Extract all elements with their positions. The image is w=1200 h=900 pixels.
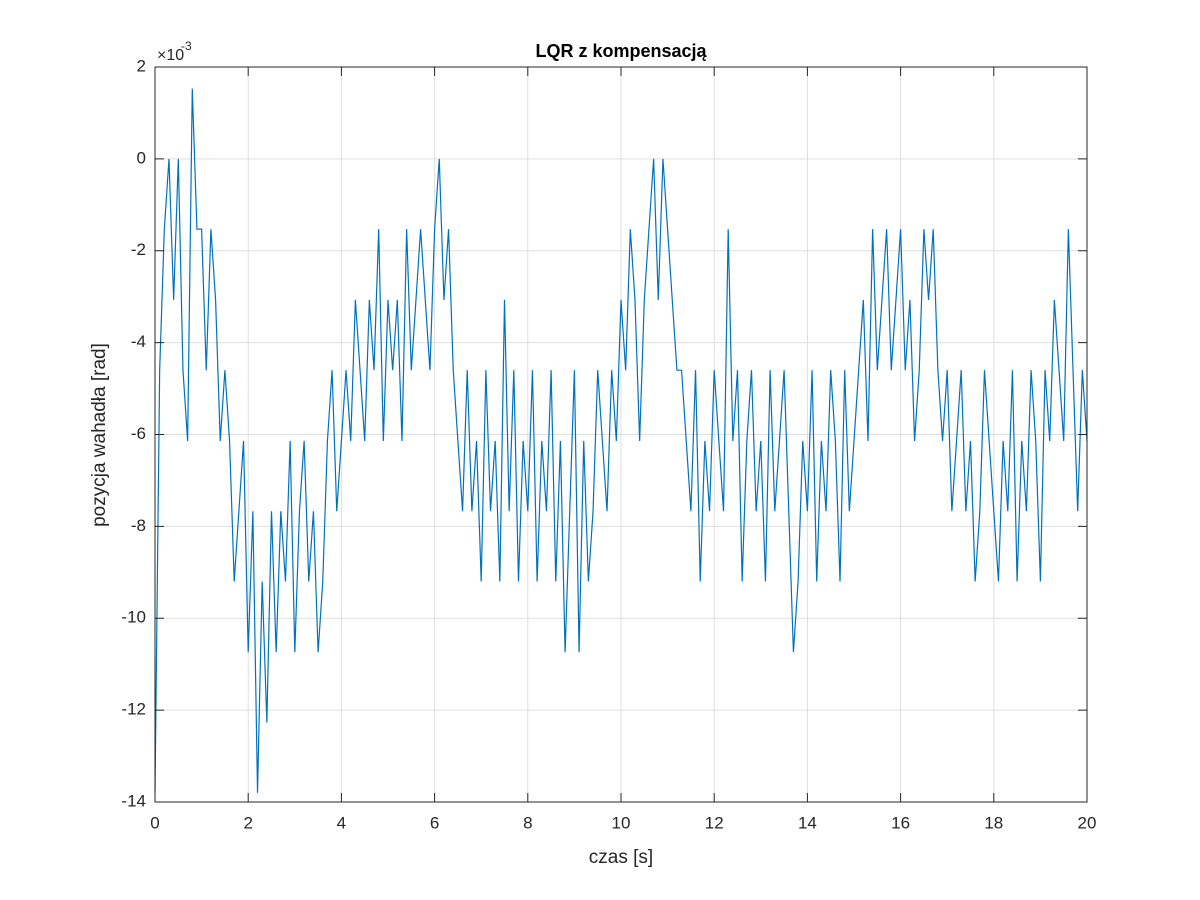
y-tick-label: -14: [121, 791, 146, 810]
x-tick-label: 0: [150, 813, 159, 832]
x-tick-label: 16: [891, 813, 910, 832]
y-axis-label: pozycja wahadła [rad]: [89, 343, 110, 527]
x-tick-label: 4: [337, 813, 346, 832]
chart-title: LQR z kompensacją: [535, 41, 707, 61]
x-tick-label: 14: [798, 813, 817, 832]
plot-lines: [154, 88, 1088, 793]
x-tick-label: 2: [243, 813, 252, 832]
y-tick-label: -2: [131, 240, 146, 259]
x-tick-label: 10: [612, 813, 631, 832]
y-tick-label: -4: [131, 332, 146, 351]
y-exponent: -3: [181, 39, 192, 53]
y-tick-label: 2: [137, 56, 146, 75]
y-tick-label: -10: [121, 608, 146, 627]
x-tick-label: 6: [430, 813, 439, 832]
y-tick-label: -6: [131, 424, 146, 443]
x-tick-label: 12: [705, 813, 724, 832]
x-tick-label: 20: [1078, 813, 1097, 832]
data-line: [154, 88, 1088, 793]
y-tick-label: -12: [121, 700, 146, 719]
y-multiplier: ×10: [157, 47, 184, 64]
y-tick-label: -8: [131, 516, 146, 535]
y-tick-label: 0: [137, 148, 146, 167]
x-tick-label: 18: [984, 813, 1003, 832]
x-tick-label: 8: [523, 813, 532, 832]
x-axis-label: czas [s]: [589, 847, 653, 868]
